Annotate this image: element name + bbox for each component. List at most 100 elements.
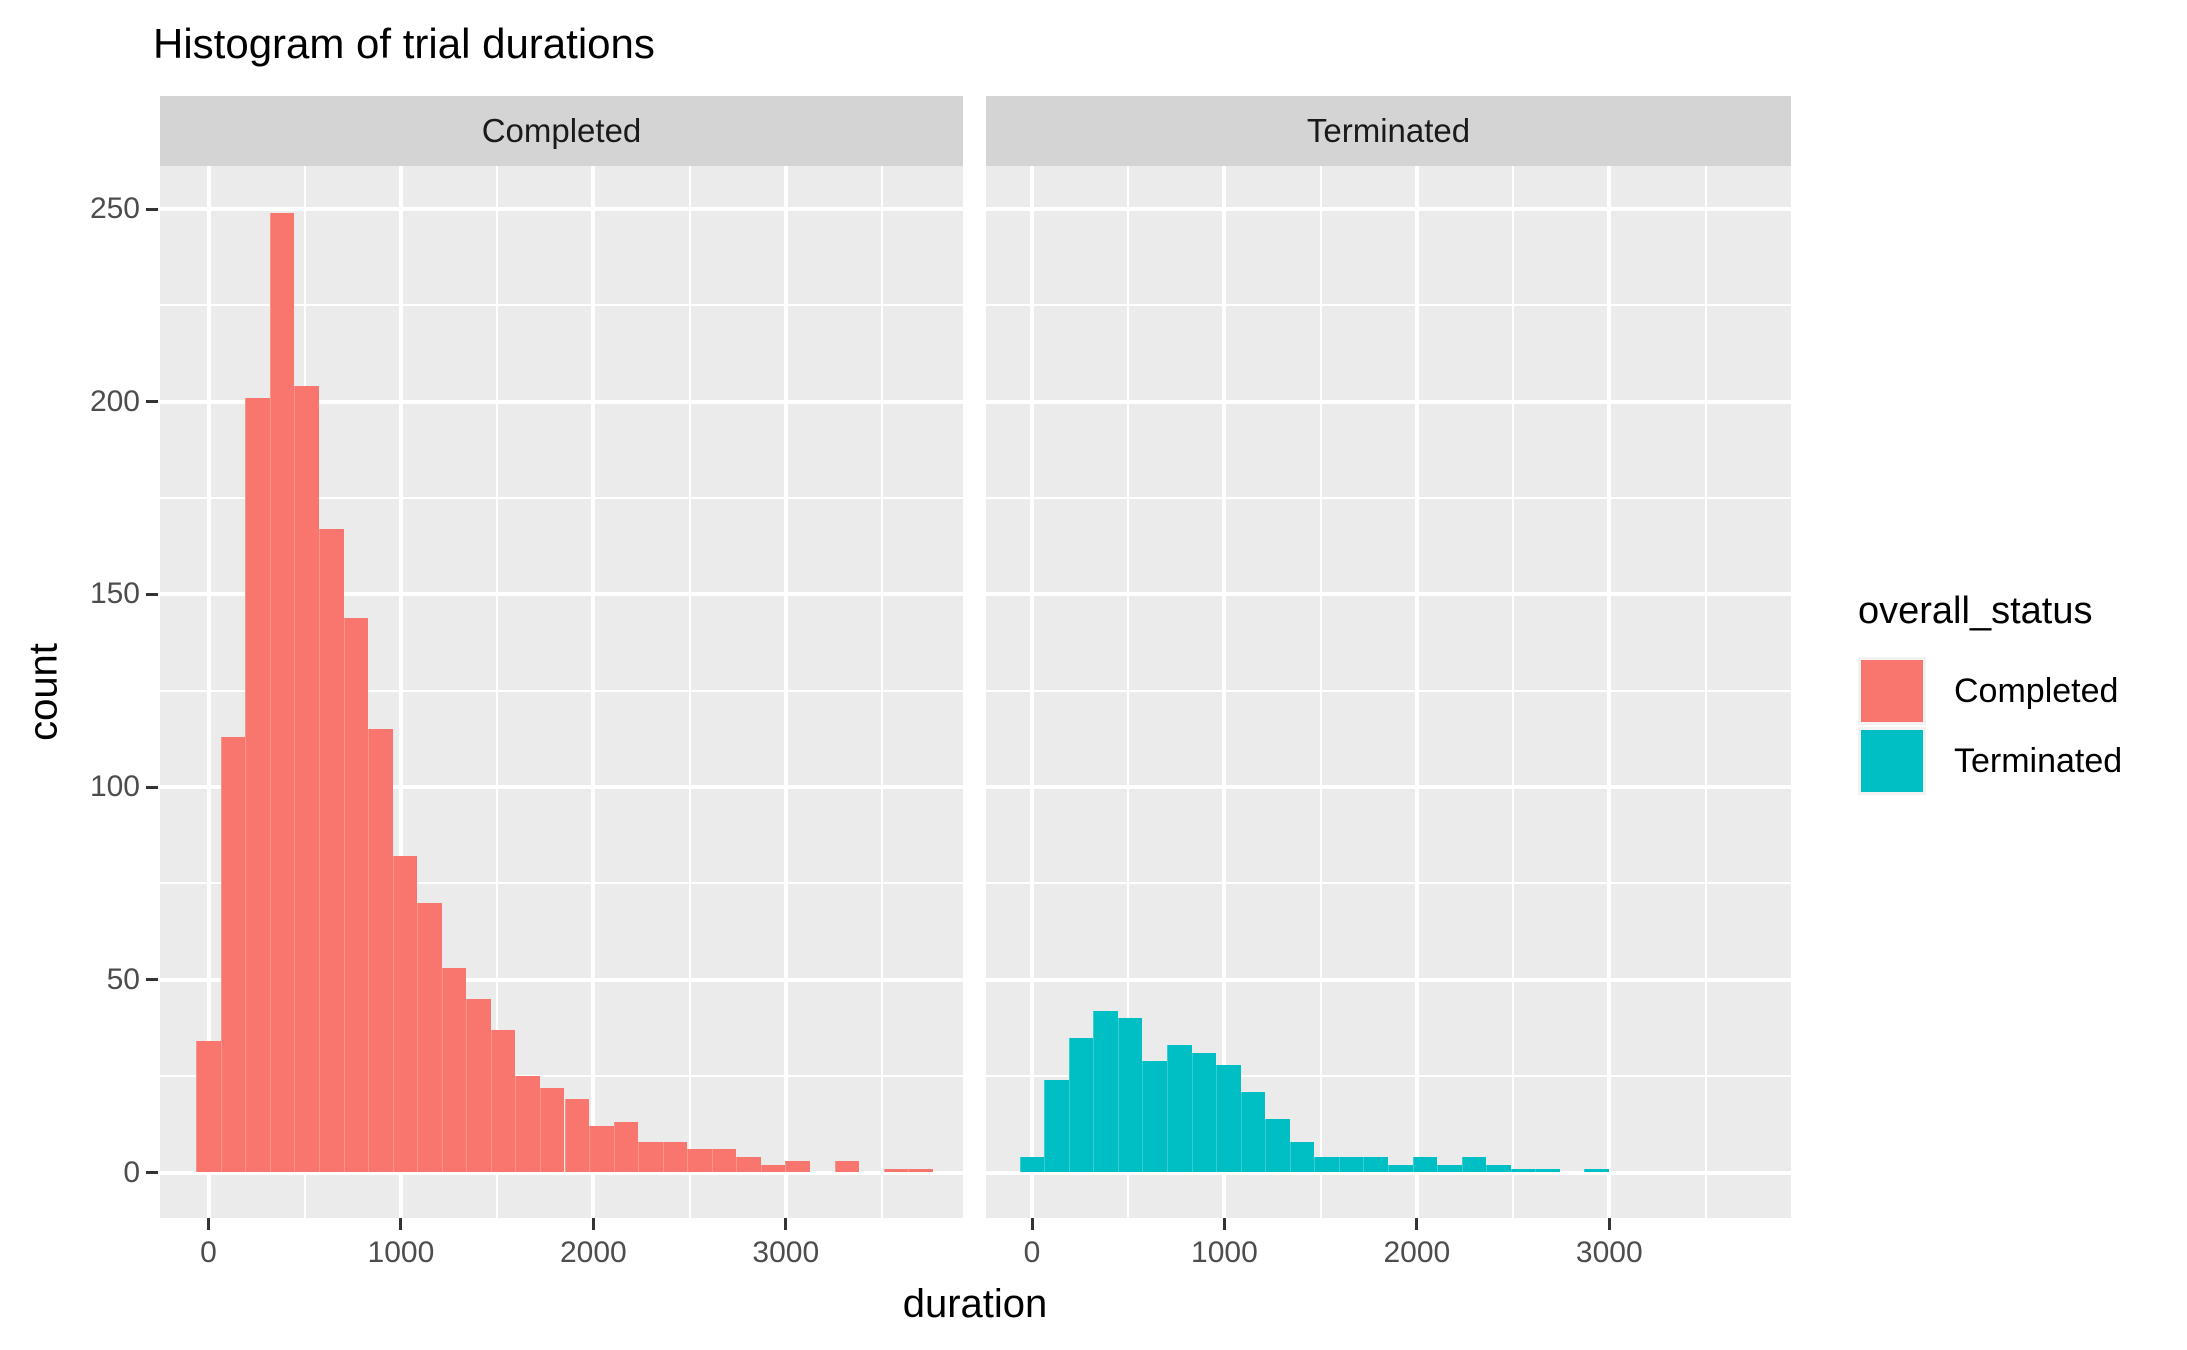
histogram-bar <box>1044 1080 1069 1173</box>
histogram-bar <box>392 856 418 1173</box>
histogram-bar <box>318 528 344 1173</box>
histogram-bar <box>589 1126 614 1173</box>
histogram-bar <box>417 902 442 1173</box>
gridline-x-minor <box>688 166 691 1218</box>
gridline-x-major <box>783 166 788 1218</box>
histogram-bar <box>245 397 270 1173</box>
y-tick-mark <box>146 785 158 789</box>
histogram-bar <box>368 729 393 1173</box>
plot-panel-completed <box>160 166 963 1218</box>
histogram-bar <box>760 1164 786 1173</box>
histogram-bar <box>1584 1168 1609 1173</box>
histogram-bar <box>515 1076 540 1173</box>
gridline-y-major <box>160 399 963 404</box>
x-tick-mark <box>1607 1218 1611 1230</box>
histogram-bar <box>883 1168 909 1173</box>
x-tick-mark <box>399 1218 403 1230</box>
histogram-bar <box>466 999 491 1173</box>
facet-strip-label: Completed <box>481 112 642 149</box>
gridline-y-major <box>160 785 963 790</box>
histogram-bar <box>1486 1164 1511 1173</box>
gridline-y-major <box>986 977 1791 982</box>
gridline-y-minor <box>160 497 963 500</box>
facet-strip-label: Terminated <box>1306 112 1471 149</box>
gridline-y-major <box>160 977 963 982</box>
gridline-x-major <box>591 166 596 1218</box>
y-tick-label: 0 <box>123 1155 140 1189</box>
histogram-bar <box>834 1160 860 1173</box>
gridline-y-major <box>160 592 963 597</box>
gridline-x-major <box>1607 166 1612 1218</box>
histogram-bar <box>196 1041 221 1173</box>
x-tick-label: 1000 <box>367 1236 435 1269</box>
histogram-bar <box>908 1168 933 1173</box>
histogram-bar <box>1216 1064 1241 1173</box>
histogram-bar <box>1535 1168 1560 1173</box>
y-tick-label: 200 <box>89 384 140 418</box>
histogram-bar <box>220 736 246 1173</box>
gridline-y-minor <box>160 689 963 692</box>
y-tick-mark <box>146 400 158 404</box>
gridline-y-major <box>986 592 1791 597</box>
x-tick-mark <box>591 1218 595 1230</box>
legend-key-swatch <box>1861 730 1923 792</box>
gridline-x-major <box>1414 166 1419 1218</box>
histogram-bar <box>1412 1157 1438 1173</box>
histogram-bar <box>613 1122 639 1173</box>
y-tick-label: 150 <box>89 577 140 611</box>
legend-item-label: Completed <box>1954 671 2119 710</box>
histogram-bar <box>1314 1157 1339 1173</box>
x-tick-label: 3000 <box>752 1236 820 1269</box>
histogram-bar <box>269 212 295 1173</box>
x-tick-mark <box>207 1218 210 1230</box>
gridline-x-minor <box>1127 166 1130 1218</box>
gridline-y-major <box>986 207 1791 211</box>
histogram-bar <box>343 617 369 1173</box>
plot-panel-terminated <box>986 166 1791 1218</box>
facet-strip-terminated: Terminated <box>986 96 1791 166</box>
legend-title: overall_status <box>1858 590 2093 632</box>
gridline-y-minor <box>160 1075 963 1078</box>
legend-key <box>1858 727 1926 795</box>
gridline-x-minor <box>1319 166 1322 1218</box>
histogram-bar <box>736 1157 761 1173</box>
legend-key-swatch <box>1861 660 1923 722</box>
gridline-y-minor <box>160 882 963 885</box>
gridline-y-minor <box>986 497 1791 500</box>
gridline-y-minor <box>986 1075 1791 1078</box>
legend-key <box>1858 657 1926 725</box>
histogram-bar <box>1437 1164 1462 1173</box>
x-tick-label: 3000 <box>1575 1236 1643 1269</box>
x-tick-label: 2000 <box>559 1236 627 1269</box>
gridline-y-major <box>160 1170 963 1175</box>
histogram-bar <box>1363 1157 1388 1173</box>
gridline-x-major <box>1222 166 1227 1218</box>
legend-item: Completed <box>1858 657 2122 725</box>
gridline-x-minor <box>1512 166 1515 1218</box>
x-tick-label: 0 <box>200 1236 217 1269</box>
histogram-bar <box>490 1029 516 1173</box>
histogram-bar <box>1289 1141 1315 1173</box>
y-tick-mark <box>146 1171 158 1174</box>
histogram-bar <box>1388 1164 1413 1173</box>
gridline-x-minor <box>881 166 883 1218</box>
histogram-bar <box>687 1149 712 1173</box>
histogram-bar <box>1117 1018 1143 1173</box>
histogram-bar <box>1240 1091 1266 1173</box>
y-tick-mark <box>146 207 158 211</box>
histogram-bar <box>1265 1118 1290 1173</box>
histogram-bar <box>1167 1045 1192 1173</box>
gridline-x-minor <box>496 166 499 1218</box>
x-tick-mark <box>784 1218 788 1230</box>
legend: overall_status Completed Terminated <box>1858 588 2122 797</box>
facet-strip-completed: Completed <box>160 96 963 166</box>
histogram-bar <box>1142 1060 1168 1173</box>
histogram-bar <box>1068 1037 1094 1173</box>
histogram-bar <box>294 386 319 1173</box>
histogram-bar <box>711 1149 737 1173</box>
x-tick-mark <box>1415 1218 1419 1230</box>
y-tick-mark <box>146 978 158 982</box>
histogram-bar <box>1019 1157 1045 1173</box>
gridline-x-minor <box>1704 166 1707 1218</box>
